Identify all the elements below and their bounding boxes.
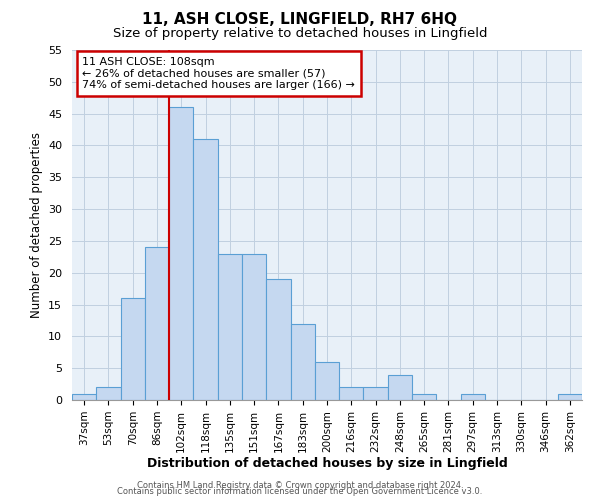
Bar bbox=[96, 388, 121, 400]
Bar bbox=[558, 394, 582, 400]
Bar bbox=[121, 298, 145, 400]
Bar bbox=[339, 388, 364, 400]
Bar bbox=[290, 324, 315, 400]
Bar bbox=[242, 254, 266, 400]
X-axis label: Distribution of detached houses by size in Lingfield: Distribution of detached houses by size … bbox=[146, 458, 508, 470]
Bar bbox=[315, 362, 339, 400]
Bar bbox=[412, 394, 436, 400]
Bar bbox=[266, 279, 290, 400]
Text: Size of property relative to detached houses in Lingfield: Size of property relative to detached ho… bbox=[113, 28, 487, 40]
Bar bbox=[364, 388, 388, 400]
Text: 11, ASH CLOSE, LINGFIELD, RH7 6HQ: 11, ASH CLOSE, LINGFIELD, RH7 6HQ bbox=[143, 12, 458, 28]
Y-axis label: Number of detached properties: Number of detached properties bbox=[29, 132, 43, 318]
Bar bbox=[388, 374, 412, 400]
Bar bbox=[193, 139, 218, 400]
Text: Contains public sector information licensed under the Open Government Licence v3: Contains public sector information licen… bbox=[118, 488, 482, 496]
Bar bbox=[461, 394, 485, 400]
Text: 11 ASH CLOSE: 108sqm
← 26% of detached houses are smaller (57)
74% of semi-detac: 11 ASH CLOSE: 108sqm ← 26% of detached h… bbox=[82, 57, 355, 90]
Bar bbox=[72, 394, 96, 400]
Bar bbox=[218, 254, 242, 400]
Bar bbox=[169, 108, 193, 400]
Bar bbox=[145, 248, 169, 400]
Text: Contains HM Land Registry data © Crown copyright and database right 2024.: Contains HM Land Registry data © Crown c… bbox=[137, 481, 463, 490]
